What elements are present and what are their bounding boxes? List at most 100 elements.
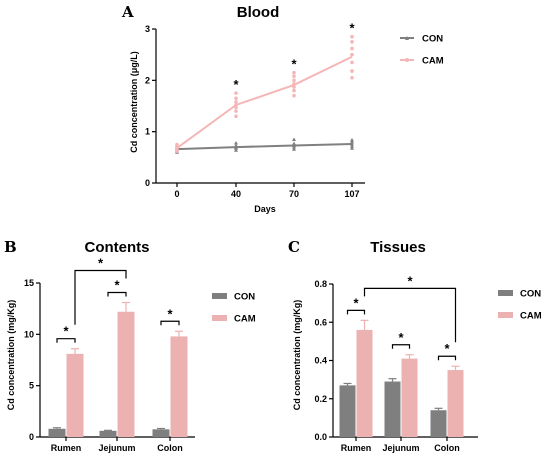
panel-a-ylabel: Cd concentration (μg/L) — [129, 51, 139, 153]
panel-a-significance-star: * — [349, 21, 355, 36]
panel-c-comparison-bracket — [363, 287, 457, 343]
panel-c-legend-swatch — [498, 312, 513, 318]
panel-b-legend-label: CON — [234, 292, 255, 303]
panel-b-legend: CON CAM — [212, 292, 256, 325]
panel-b-title: Contents — [85, 239, 150, 256]
panel-a-cam-point — [292, 78, 296, 83]
panel-b-significance-star: * — [114, 278, 120, 293]
panel-a-con-point — [234, 140, 238, 145]
panel-b-legend-label: CAM — [234, 314, 256, 325]
panel-a-con-point — [350, 139, 354, 144]
panel-b-legend-swatch — [212, 315, 227, 321]
panel-b-significance-bracket — [56, 338, 76, 343]
panel-b-significance-bracket — [160, 320, 180, 326]
panel-a-cam-point — [350, 46, 354, 51]
panel-a-significance-star: * — [291, 57, 297, 72]
panel-b-comparison-star: * — [98, 256, 104, 271]
panel-c-legend: CON CAM — [498, 289, 542, 322]
panel-c-significance-bracket — [346, 309, 366, 315]
panel-a-cam-point — [234, 105, 238, 110]
panel-a-y-tick-label: 2 — [145, 75, 150, 85]
panel-a-legend-label: CAM — [422, 56, 444, 67]
panel-a-cam-point — [292, 82, 296, 86]
panel-a-con-point — [350, 146, 354, 150]
panel-c-significance-star: * — [398, 330, 404, 345]
panel-b-significance-star: * — [63, 324, 69, 339]
panel-a-con-line — [176, 142, 353, 151]
panel-a-x-tick-label: 40 — [231, 189, 241, 199]
panel-c-significance-star: * — [353, 295, 359, 310]
panel-b-x-tick-label: Colon — [157, 443, 183, 453]
panel-c-x-tick-label: Rumen — [341, 443, 372, 453]
panel-a-cam-point — [234, 103, 238, 107]
panel-b-y-tick-label: 15 — [24, 278, 34, 288]
panel-a-blood-chart: A Blood Cd concentration (μg/L) Days 0 1 2… — [121, 3, 444, 214]
panel-c-y-tick-label: 0.6 — [314, 317, 327, 327]
panel-a-cam-point — [292, 93, 296, 98]
panel-b-y-tick-label: 0 — [29, 432, 34, 442]
panel-c-comparison-star: * — [407, 273, 413, 288]
panel-c-con-bar — [430, 410, 447, 437]
panel-a-con-point — [292, 141, 296, 146]
panel-a-cam-point — [350, 52, 354, 57]
panel-a-x-tick-label: 107 — [344, 189, 359, 199]
panel-a-con-point — [234, 148, 238, 152]
panel-c-con-bar — [339, 385, 356, 437]
panel-a-x-tick-label: 70 — [289, 189, 299, 199]
panel-a-letter: A — [121, 3, 134, 21]
panel-a-significance-star: * — [233, 77, 239, 92]
panel-a-y-tick-label: 0 — [145, 178, 150, 188]
panel-c-legend-label: CAM — [520, 311, 542, 322]
panel-a-cam-point — [234, 114, 238, 119]
panel-b-significance-star: * — [167, 306, 173, 321]
panel-a-legend-marker — [405, 36, 409, 40]
panel-a-con-point — [292, 143, 296, 148]
panel-a-cam-point — [292, 88, 296, 93]
panel-c-con-bar — [384, 381, 401, 437]
panel-a-cam-line — [176, 55, 353, 149]
panel-c-tissues-chart: C Tissues Cd concentration (mg/Kg) 0.0 0.… — [288, 238, 542, 453]
panel-a-cam-point — [350, 60, 354, 65]
panel-b-significance-bracket — [107, 291, 127, 297]
panel-a-xlabel: Days — [254, 204, 276, 214]
panel-a-con-point — [350, 141, 354, 146]
panel-c-cam-bar — [401, 358, 418, 437]
panel-a-cam-point — [234, 96, 238, 101]
panel-c-x-tick-label: Jejunum — [382, 443, 419, 453]
panel-a-legend-marker — [405, 58, 409, 62]
panel-c-ylabel: Cd concentration (mg/Kg) — [292, 300, 302, 411]
panel-a-con-point — [350, 144, 354, 148]
panel-a-cam-point — [292, 74, 296, 79]
panel-c-legend-label: CON — [520, 289, 541, 300]
panel-b-comparison-bracket — [74, 269, 127, 325]
panel-a-title: Blood — [237, 4, 280, 21]
panel-c-significance-bracket — [391, 344, 411, 349]
panel-b-cam-bar — [66, 353, 84, 437]
panel-a-con-point — [350, 137, 354, 142]
panel-a-y-tick-label: 3 — [145, 24, 150, 34]
panel-c-title: Tissues — [370, 239, 426, 256]
panel-a-cam-point — [350, 69, 354, 73]
panel-b-legend-swatch — [212, 293, 227, 299]
panel-a-cam-point — [292, 85, 296, 89]
panel-b-cam-bar — [117, 311, 135, 437]
panel-c-significance-star: * — [444, 341, 450, 356]
panel-b-y-tick-label: 5 — [29, 381, 34, 391]
panel-a-y-tick-label: 1 — [145, 127, 150, 137]
panel-a-con-point — [234, 143, 238, 148]
panel-a-cam-point — [234, 91, 238, 95]
panel-b-letter: B — [4, 238, 17, 256]
panel-c-cam-bar — [447, 370, 464, 437]
panel-a-cam-point — [292, 70, 296, 75]
panel-a-legend: CON CAM — [400, 34, 444, 67]
panel-c-letter: C — [288, 238, 300, 256]
panel-c-y-tick-label: 0.4 — [314, 356, 327, 366]
panel-a-legend-label: CON — [422, 34, 443, 45]
panel-c-cam-bar — [356, 329, 373, 437]
panel-b-contents-chart: B Contents Cd concentration (mg/Kg) 0 5 10… — [4, 238, 256, 453]
panel-a-cam-point — [350, 34, 354, 39]
panel-c-legend-swatch — [498, 290, 513, 296]
panel-b-con-bar — [152, 429, 170, 437]
panel-b-x-tick-label: Jejunum — [98, 443, 135, 453]
